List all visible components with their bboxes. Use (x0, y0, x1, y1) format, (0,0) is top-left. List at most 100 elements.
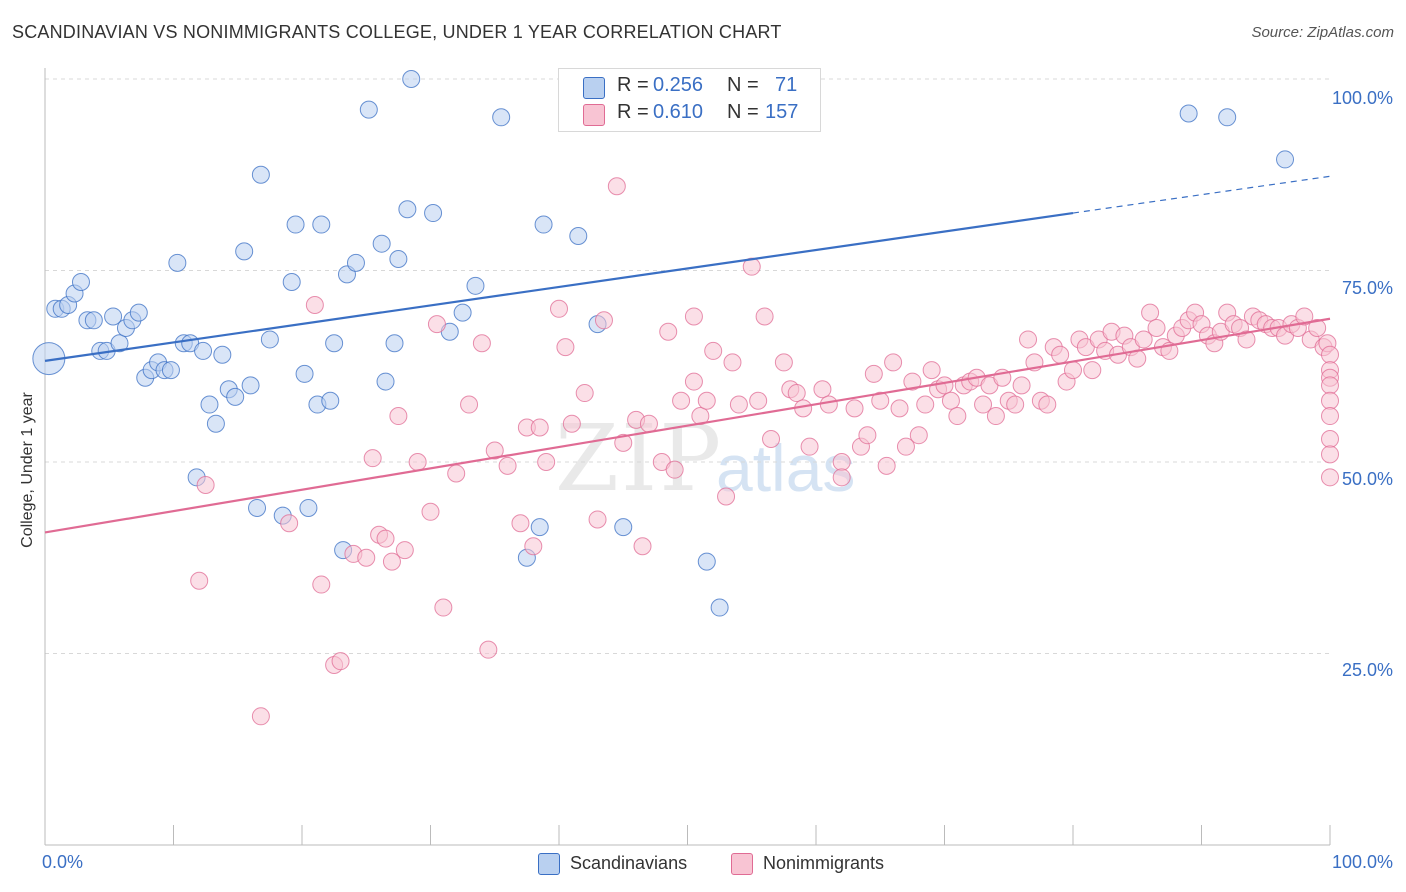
scandinavian-point (697, 552, 716, 571)
scandinavian-point (226, 387, 245, 406)
scandinavian-point (372, 234, 391, 253)
nonimmigrant-point (762, 430, 781, 449)
y-axis-label: College, Under 1 year (19, 392, 36, 548)
x-tick-min: 0.0% (42, 852, 84, 872)
nonimmigrant-point (389, 407, 408, 426)
nonimmigrant-point (1321, 407, 1339, 426)
nonimmigrant-point (511, 514, 530, 533)
nonimmigrant-point (190, 571, 209, 590)
nonimmigrant-point (1083, 361, 1102, 380)
scandinavian-point (466, 276, 485, 295)
nonimmigrant-point (479, 640, 498, 659)
nonimmigrant-point (986, 407, 1005, 426)
nonimmigrant-point (697, 391, 716, 410)
nonimmigrant-point (717, 487, 736, 506)
scandinavian-point (453, 303, 472, 322)
scandinavian-point (200, 395, 219, 414)
nonimmigrant-point (447, 464, 466, 483)
nonimmigrant-point (639, 414, 658, 433)
nonimmigrant-point (357, 548, 376, 567)
nonimmigrant-point (1237, 330, 1256, 349)
nonimmigrant-point (1038, 395, 1057, 414)
y-tick-75: 75.0% (1341, 278, 1393, 298)
nonimmigrant-point (1019, 330, 1038, 349)
scandinavian-point (312, 215, 331, 234)
y-tick-25: 25.0% (1341, 660, 1393, 680)
nonimmigrant-point (588, 510, 607, 529)
scandinavian-point (321, 391, 340, 410)
scandinavian-point (534, 215, 553, 234)
nonimmigrant-point (974, 395, 993, 414)
nonimmigrant-point (884, 353, 903, 372)
nonimmigrant-point (305, 295, 324, 314)
nonimmigrant-point (948, 407, 967, 426)
source-credit: Source: ZipAtlas.com (1251, 24, 1394, 41)
nonimmigrant-point (1321, 391, 1339, 410)
nonimmigrant-point (903, 372, 922, 391)
scandinavian-point (129, 303, 148, 322)
y-tick-100: 100.0% (1331, 88, 1393, 108)
nonimmigrant-trend-line (44, 317, 1331, 534)
legend-n-value: 71 (775, 74, 798, 96)
scandinavian-point (104, 307, 123, 326)
legend-n-value: 157 (765, 101, 799, 123)
nonimmigrant-point (749, 391, 768, 410)
nonimmigrant-point (472, 334, 491, 353)
correlation-legend: R = 0.256 N = 71 R = 0.610 N = 157 (558, 68, 821, 132)
scandinavian-trend-extension (1072, 175, 1331, 214)
scandinavian-point (194, 341, 213, 360)
watermark-atlas: atlas (716, 431, 856, 505)
nonimmigrant-point (1321, 445, 1339, 464)
nonimmigrant-point (832, 453, 851, 471)
nonimmigrant-point (800, 437, 819, 456)
nonimmigrant-point (1321, 430, 1339, 449)
scandinavian-point (260, 330, 279, 349)
nonimmigrant-point (363, 449, 382, 468)
legend-n-label: N = (727, 74, 759, 96)
nonimmigrant-point (421, 502, 440, 521)
nonimmigrant-point (813, 380, 832, 399)
nonimmigrant-point (729, 395, 748, 414)
nonimmigrant-point (633, 537, 652, 556)
scandinavian-point (299, 498, 318, 517)
x-tick-max: 100.0% (1331, 852, 1393, 872)
nonimmigrant-point (922, 361, 941, 380)
nonimmigrant-point (556, 338, 575, 357)
scandinavian-point (84, 311, 103, 330)
scandinavian-point (569, 227, 588, 246)
nonimmigrant-point (460, 395, 479, 414)
nonimmigrant-point (251, 707, 270, 726)
nonimmigrant-point (1141, 303, 1160, 322)
legend-r-label: R = (617, 74, 649, 96)
scandinavian-point (248, 498, 267, 517)
scandinavian-point (1218, 108, 1237, 127)
legend-r-value: 0.610 (653, 101, 704, 123)
scandinavian-point (402, 70, 421, 88)
scandinavian-point (295, 364, 314, 383)
nonimmigrant-point (672, 391, 691, 410)
scandinavian-point (398, 200, 417, 219)
y-tick-50: 50.0% (1341, 469, 1393, 489)
scandinavian-point (110, 334, 129, 353)
scandinavian-point (1276, 150, 1295, 169)
legend-label-nonimmigrants: Nonimmigrants (763, 853, 885, 873)
nonimmigrant-point (755, 307, 774, 326)
nonimmigrant-point (395, 541, 414, 560)
nonimmigrant-point (485, 441, 504, 460)
scandinavian-point (241, 376, 260, 395)
nonimmigrant-point (1064, 361, 1082, 380)
scandinavian-point (389, 250, 408, 269)
nonimmigrant-point (723, 353, 742, 372)
scandinavian-trend-line (44, 211, 1074, 362)
nonimmigrant-point (331, 652, 350, 671)
nonimmigrant-point (877, 456, 896, 475)
nonimmigrant-point (1321, 376, 1339, 395)
scandinavian-point (424, 204, 443, 223)
nonimmigrant-point (614, 433, 633, 452)
chart-title: SCANDINAVIAN VS NONIMMIGRANTS COLLEGE, U… (12, 22, 782, 42)
nonimmigrant-point (832, 468, 851, 487)
nonimmigrant-point (941, 391, 960, 410)
nonimmigrant-point (196, 475, 215, 494)
nonimmigrant-point (871, 391, 890, 410)
